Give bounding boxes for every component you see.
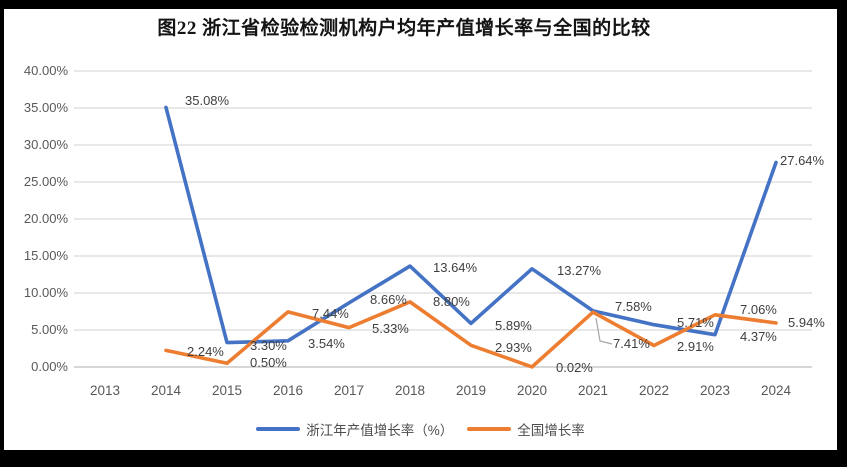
data-label: 35.08% <box>185 93 230 109</box>
series-lines <box>164 105 778 369</box>
national-series-swatch <box>467 426 512 432</box>
legend-item-zhejiang: 浙江年产值增长率（%） <box>256 419 453 439</box>
x-tick-label: 2016 <box>272 383 304 398</box>
y-tick-label: 35.00% <box>23 100 68 115</box>
x-tick-label: 2021 <box>577 383 609 398</box>
x-tick-label: 2020 <box>516 383 548 398</box>
y-tick-label: 15.00% <box>23 248 68 263</box>
x-tick-label: 2014 <box>150 383 182 398</box>
data-label: 4.37% <box>740 328 777 344</box>
x-tick-label: 2023 <box>699 383 731 398</box>
data-label: 13.64% <box>433 260 478 276</box>
data-label: 0.02% <box>556 359 593 375</box>
y-tick-label: 30.00% <box>23 137 68 152</box>
chart-panel <box>4 9 837 450</box>
x-tick-label: 2015 <box>211 383 243 398</box>
data-label: 5.94% <box>788 315 825 331</box>
x-tick-label: 2019 <box>455 383 487 398</box>
y-tick-label: 40.00% <box>23 63 68 78</box>
x-tick-label: 2013 <box>89 383 121 398</box>
x-tick-label: 2024 <box>760 383 792 398</box>
legend: 浙江年产值增长率（%） 全国增长率 <box>4 419 837 439</box>
data-label: 5.33% <box>372 320 409 336</box>
data-label: 2.24% <box>187 344 224 360</box>
data-label: 2.93% <box>495 340 532 356</box>
y-tick-label: 0.00% <box>31 359 68 374</box>
y-tick-label: 10.00% <box>23 285 68 300</box>
label-leader-line <box>595 317 613 345</box>
y-tick-label: 25.00% <box>23 174 68 189</box>
data-label: 0.50% <box>250 355 287 371</box>
data-label: 7.06% <box>740 301 777 317</box>
y-tick-label: 5.00% <box>31 322 68 337</box>
chart-title: 图22 浙江省检验检测机构户均年产值增长率与全国的比较 <box>157 18 651 39</box>
data-label: 5.89% <box>495 318 532 334</box>
data-label: 13.27% <box>557 262 602 278</box>
legend-item-national: 全国增长率 <box>467 419 585 439</box>
zhejiang-series-line <box>164 105 778 345</box>
data-label: 3.30% <box>250 337 287 353</box>
data-label: 5.71% <box>677 314 714 330</box>
x-tick-label: 2022 <box>638 383 670 398</box>
data-label: 3.54% <box>308 335 345 351</box>
data-label: 8.80% <box>433 293 470 309</box>
legend-label-national: 全国增长率 <box>517 423 585 438</box>
data-label: 2.91% <box>677 339 714 355</box>
x-tick-label: 2017 <box>333 383 365 398</box>
x-tick-label: 2018 <box>394 383 426 398</box>
data-label: 7.58% <box>615 298 652 314</box>
zhejiang-series-swatch <box>256 426 301 432</box>
gridlines <box>74 70 812 368</box>
national-series-line <box>164 300 778 369</box>
legend-label-zhejiang: 浙江年产值增长率（%） <box>306 423 454 438</box>
data-label: 7.44% <box>312 305 349 321</box>
data-label: 7.41% <box>613 336 650 352</box>
y-tick-label: 20.00% <box>23 211 68 226</box>
data-label: 27.64% <box>780 153 825 169</box>
data-label: 8.66% <box>370 291 407 307</box>
